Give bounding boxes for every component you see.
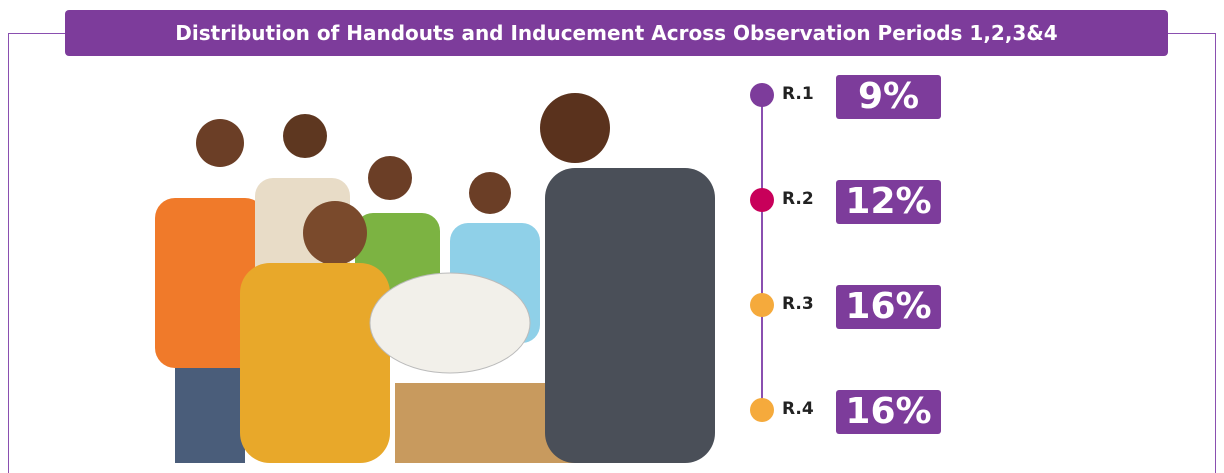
timeline-dot <box>750 188 774 212</box>
timeline-dot <box>750 83 774 107</box>
title: Distribution of Handouts and Inducement … <box>65 10 1168 56</box>
timeline-line <box>761 95 763 410</box>
illustration <box>150 88 730 463</box>
period-label: R.1 <box>782 84 814 104</box>
period-value: 12% <box>836 180 941 224</box>
infographic: Distribution of Handouts and Inducement … <box>0 0 1224 473</box>
timeline-dot <box>750 398 774 422</box>
period-label: R.4 <box>782 399 814 419</box>
period-value: 16% <box>836 285 941 329</box>
period-label: R.3 <box>782 294 814 314</box>
timeline-dot <box>750 293 774 317</box>
period-value: 16% <box>836 390 941 434</box>
period-value: 9% <box>836 75 941 119</box>
period-label: R.2 <box>782 189 814 209</box>
